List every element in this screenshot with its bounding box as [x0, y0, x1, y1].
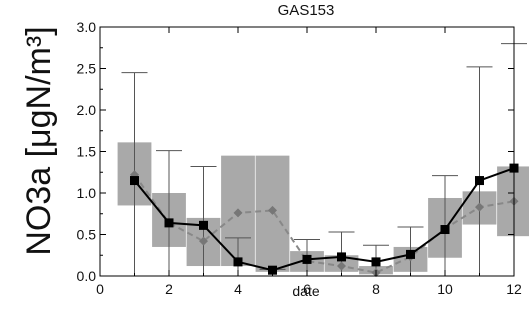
- y-axis-label: NO3a [μgN/m³]: [20, 26, 58, 255]
- series-line-dashed: [133, 174, 515, 274]
- data-point-square: [164, 218, 174, 228]
- x-axis-label: date: [292, 283, 319, 299]
- data-point-diamond: [337, 261, 346, 271]
- data-point-square: [475, 176, 484, 186]
- data-point-diamond: [199, 236, 208, 246]
- y-tick-label: 1.5: [77, 144, 97, 160]
- data-point-square: [233, 257, 243, 267]
- data-point-square: [337, 252, 346, 262]
- y-tick-label: 0.0: [77, 268, 97, 284]
- x-tick-label: 2: [165, 281, 173, 297]
- x-tick-label: 6: [303, 281, 311, 297]
- data-point-square: [130, 176, 139, 186]
- data-point-diamond: [233, 208, 243, 218]
- chart-title: GAS153: [278, 2, 335, 19]
- x-tick-label: 4: [234, 281, 242, 297]
- y-tick-label: 1.0: [77, 185, 97, 201]
- series-line-layer: [133, 167, 515, 274]
- axes-layer: 0 2 4 6 8 10 12 0.0 0.5 1.0 1.5 2.0 2.5 3.0: [77, 19, 522, 297]
- data-point-diamond: [268, 205, 277, 215]
- y-tick-label: 2.0: [77, 102, 97, 118]
- y-tick-label: 2.5: [77, 61, 97, 77]
- data-point-diamond: [475, 202, 484, 212]
- y-tick-label: 3.0: [77, 19, 97, 35]
- data-point-square: [302, 254, 312, 264]
- data-point-square: [199, 220, 208, 230]
- x-tick-label: 8: [372, 281, 380, 297]
- y-tick-label: 0.5: [77, 227, 97, 243]
- data-point-square: [371, 257, 381, 267]
- x-tick-label: 12: [506, 281, 522, 297]
- data-point-square: [406, 249, 415, 259]
- x-tick-label: 10: [437, 281, 453, 297]
- series-line-solid: [133, 167, 515, 272]
- data-point-square: [440, 225, 450, 235]
- x-tick-label: 0: [96, 281, 104, 297]
- data-point-square: [268, 265, 277, 275]
- box-layer: [117, 142, 529, 275]
